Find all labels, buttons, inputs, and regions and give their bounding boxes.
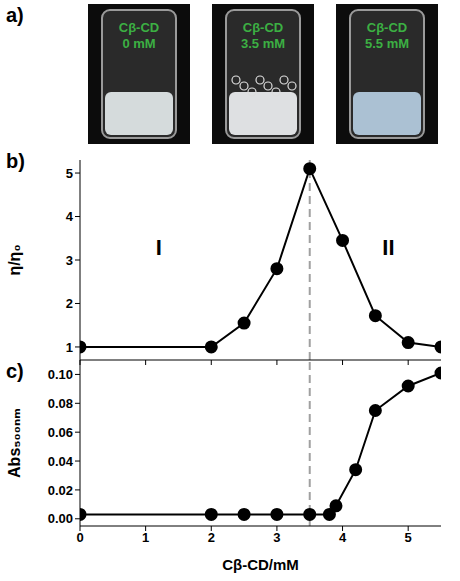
svg-text:a): a) [6, 4, 24, 26]
svg-text:0.08: 0.08 [48, 396, 73, 411]
svg-text:1: 1 [142, 530, 149, 545]
svg-text:I: I [156, 235, 162, 260]
svg-text:4: 4 [66, 209, 74, 224]
svg-text:5: 5 [66, 166, 73, 181]
svg-text:2: 2 [66, 296, 73, 311]
svg-text:5: 5 [405, 530, 412, 545]
svg-text:0.10: 0.10 [48, 367, 73, 382]
svg-text:η/η₀: η/η₀ [6, 244, 23, 275]
svg-text:2: 2 [208, 530, 215, 545]
svg-text:1: 1 [66, 340, 73, 355]
svg-text:Cβ-CD: Cβ-CD [119, 20, 159, 35]
svg-text:II: II [382, 235, 394, 260]
svg-text:3: 3 [273, 530, 280, 545]
svg-text:0 mM: 0 mM [122, 36, 155, 51]
svg-text:0.02: 0.02 [48, 483, 73, 498]
svg-text:Cβ-CD: Cβ-CD [367, 20, 407, 35]
svg-text:5.5 mM: 5.5 mM [365, 36, 409, 51]
svg-text:0.00: 0.00 [48, 511, 73, 526]
svg-text:Cβ-CD: Cβ-CD [243, 20, 283, 35]
svg-text:4: 4 [339, 530, 347, 545]
svg-text:3: 3 [66, 253, 73, 268]
svg-text:3.5 mM: 3.5 mM [241, 36, 285, 51]
html-text:c): c) [6, 360, 24, 382]
html-text:b): b) [6, 150, 25, 172]
svg-text:Cβ-CD/mM: Cβ-CD/mM [222, 556, 299, 573]
svg-text:Abs₅₀₀ₙₘ: Abs₅₀₀ₙₘ [6, 408, 23, 478]
svg-text:0.06: 0.06 [48, 425, 73, 440]
svg-text:0.04: 0.04 [48, 454, 74, 469]
svg-text:0: 0 [76, 530, 83, 545]
